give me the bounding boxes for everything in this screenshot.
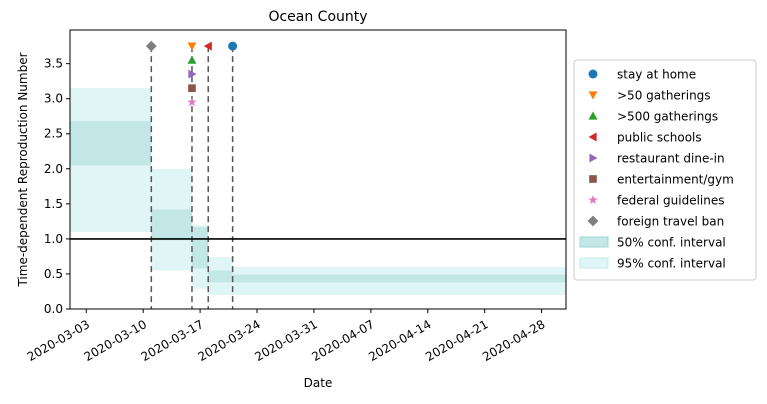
marker-public-schools [203, 41, 212, 51]
legend-symbol [579, 257, 609, 269]
legend-label: 95% conf. interval [617, 257, 726, 271]
legend-label: stay at home [617, 68, 696, 82]
y-tick-label: 3.5 [44, 57, 63, 71]
legend-symbol [588, 91, 598, 100]
legend-label: >500 gatherings [617, 110, 718, 124]
marker-restaurant-dine-in [188, 69, 197, 79]
x-tick-label: 2020-03-31 [252, 317, 319, 364]
x-tick-label: 2020-03-03 [25, 317, 92, 364]
x-tick-label: 2020-04-07 [309, 317, 376, 364]
legend-symbol [587, 215, 599, 227]
legend-label: entertainment/gym [617, 173, 734, 187]
intervention-markers [145, 40, 238, 107]
plot-frame [69, 29, 567, 310]
y-axis-label: Time-dependent Reproduction Number [16, 52, 30, 287]
y-tick-label: 2.0 [44, 162, 63, 176]
legend-label: restaurant dine-in [617, 152, 725, 166]
y-tick-label: 3.0 [44, 92, 63, 106]
x-tick-label: 2020-03-10 [82, 317, 149, 364]
ci50-band-3 [208, 270, 233, 283]
y-axis-ticks: 0.0 0.5 1.0 1.5 2.0 2.5 3.0 3.5 [44, 57, 70, 316]
legend-symbol [588, 69, 598, 79]
x-tick-label: 2020-04-14 [366, 317, 433, 364]
legend-label: 50% conf. interval [617, 236, 726, 250]
ci50-band-0 [70, 121, 152, 166]
x-axis-ticks: 2020-03-032020-03-102020-03-172020-03-24… [25, 309, 548, 364]
marker-50-gatherings [187, 42, 197, 51]
legend-symbol [589, 153, 598, 163]
x-tick-label: 2020-04-21 [423, 317, 490, 364]
y-tick-label: 0.5 [44, 267, 63, 281]
marker-stay-at-home [228, 41, 238, 51]
x-tick-label: 2020-03-24 [196, 317, 263, 364]
confidence-bands [70, 88, 566, 295]
legend-label: foreign travel ban [617, 215, 724, 229]
ci50-band-1 [151, 209, 192, 241]
legend-symbol [579, 236, 609, 248]
y-tick-label: 2.5 [44, 127, 63, 141]
marker-entertainment-gym [188, 84, 196, 93]
y-tick-label: 0.0 [44, 302, 63, 316]
y-tick-label: 1.5 [44, 197, 63, 211]
legend-label: >50 gatherings [617, 89, 711, 103]
x-tick-label: 2020-03-17 [139, 317, 206, 364]
x-tick-label: 2020-04-28 [480, 317, 547, 364]
legend-symbol [588, 195, 598, 205]
legend: stay at home >50 gatherings >500 gathering… [573, 59, 757, 281]
legend-symbol [588, 132, 597, 142]
chart-title: Ocean County [268, 9, 367, 25]
legend-label: public schools [617, 131, 702, 145]
x-axis-label: Date [304, 376, 333, 390]
legend-label: federal guidelines [617, 194, 725, 208]
legend-symbol [589, 175, 597, 183]
marker-federal-guidelines [187, 97, 197, 107]
ci50-band-4 [232, 274, 566, 283]
y-tick-label: 1.0 [44, 232, 63, 246]
marker-foreign-travel-ban [145, 40, 157, 52]
legend-frame [573, 59, 757, 281]
legend-symbol [588, 111, 598, 120]
marker-500-gatherings [187, 55, 197, 64]
ci50-band-2 [191, 226, 209, 269]
